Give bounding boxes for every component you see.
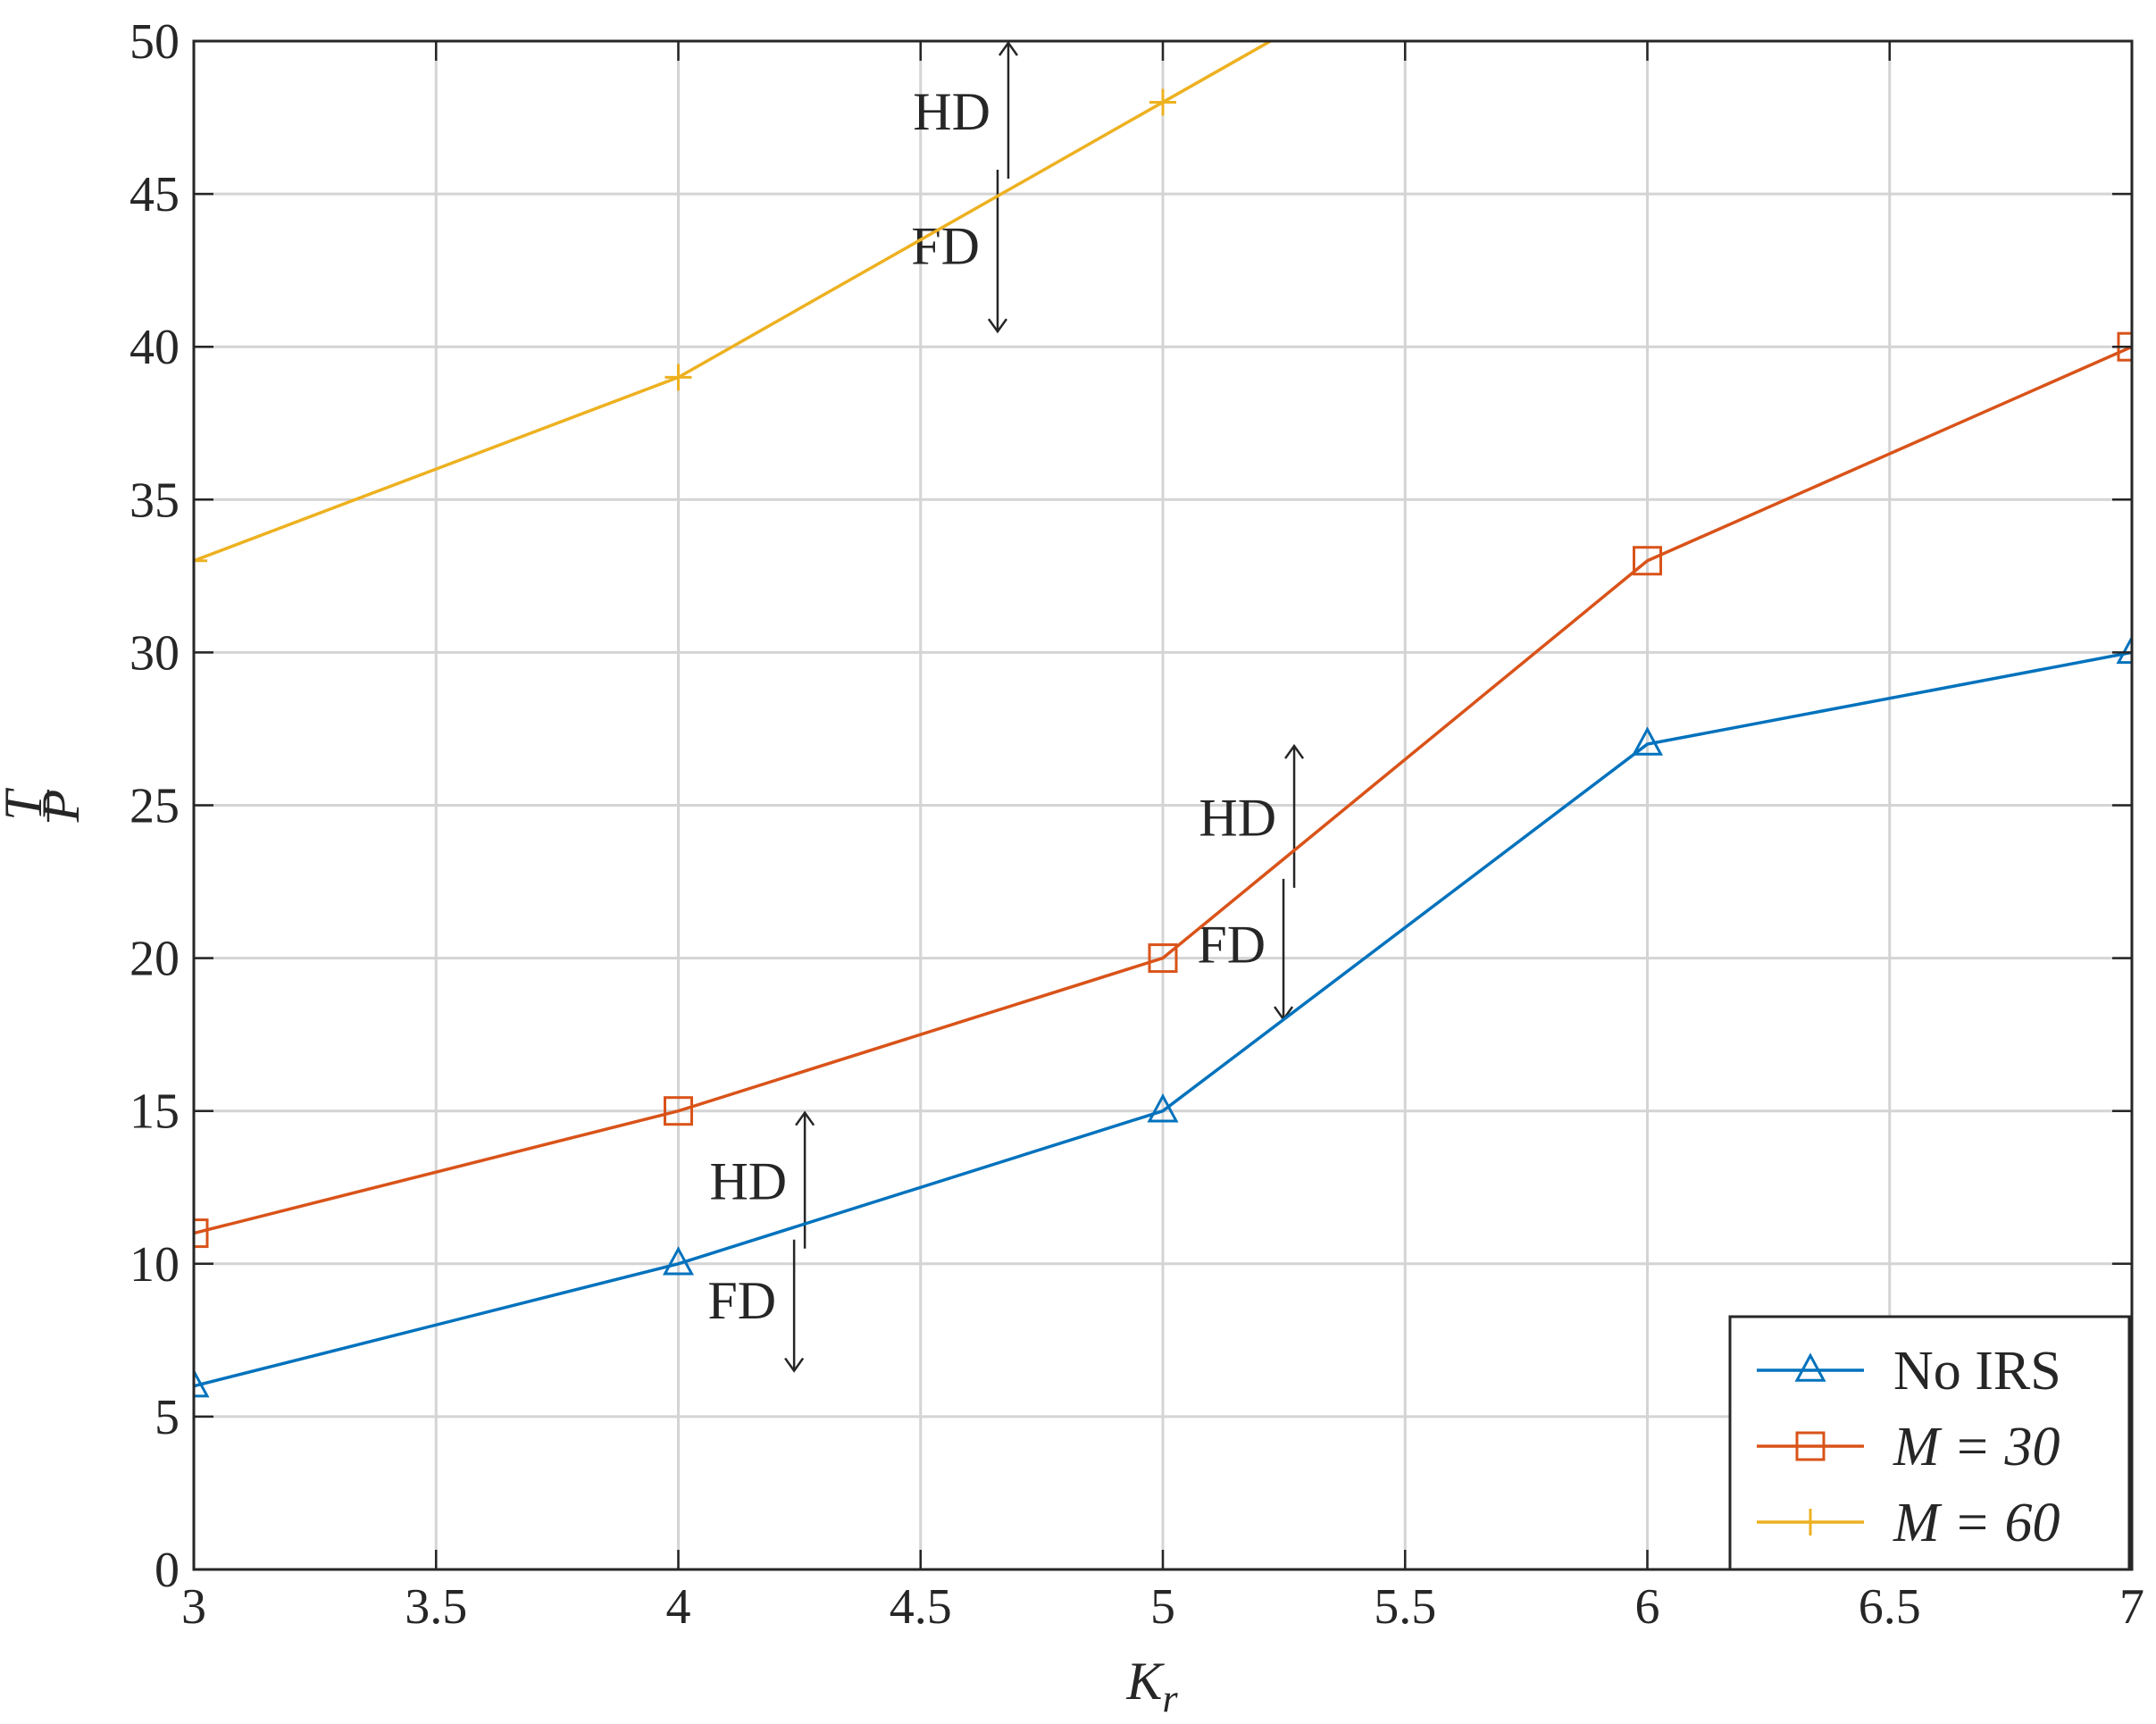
y-axis-label-den: P [31, 790, 90, 824]
series-no-irs [194, 634, 2132, 1398]
x-tick-label: 6 [1635, 1579, 1660, 1635]
hd-label: HD [913, 82, 990, 141]
data-point [194, 547, 207, 574]
legend-marker [1795, 1431, 1826, 1461]
x-tick-label: 3 [181, 1579, 206, 1635]
hd-fd-annotation: HD FD [707, 1110, 815, 1373]
x-axis-label: Kr [1125, 1652, 1178, 1720]
data-point [1149, 88, 1176, 116]
x-tick-label: 5 [1150, 1579, 1175, 1635]
series-m-60 [194, 41, 1274, 574]
legend-label: M = 60 [1893, 1493, 2060, 1553]
legend-item: No IRS [1757, 1341, 2061, 1402]
legend-label: No IRS [1893, 1341, 2061, 1402]
fd-label: FD [707, 1271, 776, 1330]
x-tick-label: 6.5 [1859, 1579, 1921, 1635]
data-point [194, 1368, 210, 1398]
data-point [1147, 1093, 1179, 1123]
data-point [662, 1246, 695, 1276]
y-tick-label: 10 [130, 1237, 180, 1293]
hd-fd-annotation: HD FD [1197, 743, 1305, 1022]
data-point [664, 364, 692, 391]
data-point [664, 1096, 693, 1126]
y-tick-label: 45 [130, 167, 180, 222]
x-tick-label: 7 [2119, 1579, 2144, 1635]
series-line [194, 650, 2132, 1388]
x-axis-label-sub: r [1162, 1677, 1178, 1720]
legend-marker [1794, 1352, 1826, 1382]
data-point [1631, 726, 1664, 756]
data-point [1148, 943, 1178, 974]
series-layer [194, 41, 2132, 1398]
arrowhead-down [987, 318, 1007, 334]
legend-marker [1797, 1509, 1824, 1536]
y-tick-label: 30 [130, 625, 180, 681]
data-point [194, 1218, 209, 1249]
x-tick-label: 4 [666, 1579, 691, 1635]
y-tick-label: 15 [130, 1084, 180, 1140]
fd-label: FD [1197, 915, 1266, 974]
data-point [2116, 634, 2132, 665]
data-point [1633, 546, 1662, 576]
legend-item: M = 60 [1757, 1493, 2060, 1553]
legend-label: M = 30 [1893, 1417, 2060, 1477]
x-tick-label: 3.5 [405, 1579, 467, 1635]
series-line [194, 345, 2132, 1235]
x-tick-label: 5.5 [1374, 1579, 1436, 1635]
hd-label: HD [709, 1152, 787, 1211]
x-tick-label: 4.5 [890, 1579, 952, 1635]
y-tick-label: 25 [130, 779, 180, 834]
legend: No IRS M = 30 M = 60 [1728, 1315, 2131, 1571]
legend-item: M = 30 [1757, 1417, 2060, 1477]
arrowhead-up [1284, 743, 1305, 759]
arrowhead-up [998, 41, 1018, 56]
tick-labels: 3 3.5 4 4.5 5 5.5 6 6.5 7 0 5 10 15 20 25 30 35 40 45 50 [130, 14, 2144, 1635]
y-tick-label: 5 [155, 1390, 180, 1445]
x-axis-label-main: K [1125, 1652, 1165, 1711]
y-tick-label: 20 [130, 932, 180, 987]
y-tick-label: 35 [130, 473, 180, 528]
y-tick-label: 0 [155, 1543, 180, 1598]
arrowhead-up [795, 1110, 815, 1126]
hd-label: HD [1199, 788, 1276, 847]
y-axis-label: T P [0, 788, 90, 824]
y-tick-label: 50 [130, 14, 180, 70]
y-axis-label-num: T [0, 788, 53, 821]
y-tick-label: 40 [130, 320, 180, 375]
arrowhead-down [784, 1357, 805, 1373]
